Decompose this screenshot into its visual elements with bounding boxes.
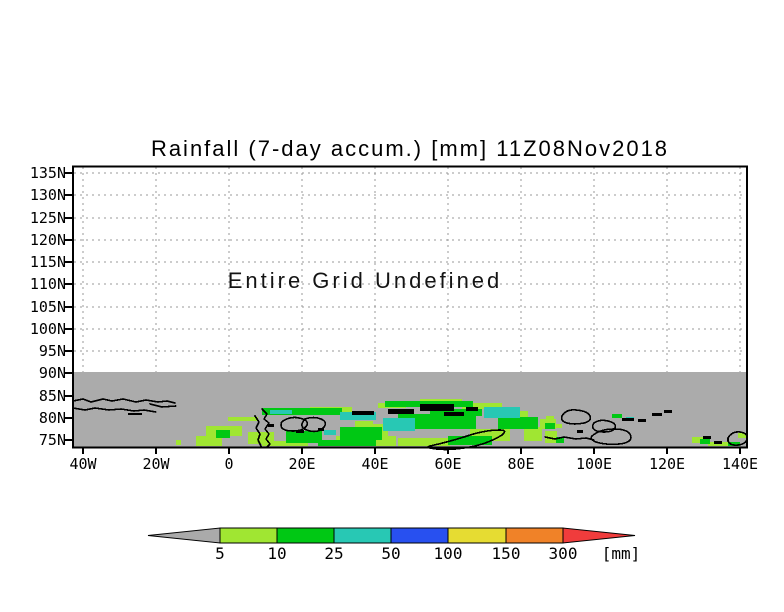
lat-label: 75N [39, 431, 66, 449]
lon-label: 120E [649, 455, 685, 473]
lat-label: 95N [39, 342, 66, 360]
lon-label: 40W [69, 455, 97, 473]
colorbar-tick: 50 [381, 544, 400, 563]
lon-label: 100E [576, 455, 612, 473]
colorbar-tick: 150 [492, 544, 521, 563]
colorbar-seg-25-50 [333, 527, 392, 544]
lat-label: 80N [39, 409, 66, 427]
longitude-axis-labels: 40W 20W 0 20E 40E 60E 80E 100E 120E 140E [69, 455, 758, 473]
colorbar-tick: 100 [434, 544, 463, 563]
lon-label: 40E [361, 455, 388, 473]
colorbar-left-arrow [147, 527, 221, 544]
colorbar-seg-5-10 [219, 527, 278, 544]
rain-patches-25-50mm [270, 407, 634, 435]
colorbar-tick: 10 [267, 544, 286, 563]
lon-label: 20W [142, 455, 170, 473]
page-title: Rainfall (7-day accum.) [mm] 11Z08Nov201… [151, 136, 669, 161]
colorbar-units-label: [mm] [602, 544, 641, 563]
colorbar-tick: 25 [324, 544, 343, 563]
colorbar-tick: 5 [215, 544, 225, 563]
lat-label: 105N [30, 298, 66, 316]
lat-label: 120N [30, 231, 66, 249]
grid-undefined-note: Entire Grid Undefined [228, 268, 503, 293]
latitude-axis-labels: 135N 130N 125N 120N 115N 110N 105N 100N … [30, 164, 66, 449]
coastline-fragments [128, 404, 722, 444]
lat-label: 110N [30, 275, 66, 293]
lat-label: 115N [30, 253, 66, 271]
lon-label: 60E [434, 455, 461, 473]
plot-frame [72, 165, 748, 449]
lon-label: 80E [507, 455, 534, 473]
lat-label: 130N [30, 186, 66, 204]
lat-label: 85N [39, 387, 66, 405]
colorbar-seg-10-25 [276, 527, 335, 544]
axis-ticks [64, 172, 741, 454]
colorbar: 5 10 25 50 100 150 300 [mm] [147, 527, 641, 563]
coastlines [72, 398, 748, 451]
lat-label: 125N [30, 209, 66, 227]
colorbar-seg-100-150 [447, 527, 507, 544]
colorbar-seg-150-300 [505, 527, 564, 544]
map-band [72, 372, 748, 451]
lon-label: 20E [288, 455, 315, 473]
colorbar-tick: 300 [549, 544, 578, 563]
colorbar-right-arrow [562, 527, 636, 544]
colorbar-seg-50-100 [390, 527, 449, 544]
lat-label: 135N [30, 164, 66, 182]
lon-label: 140E [722, 455, 758, 473]
lat-label: 90N [39, 364, 66, 382]
lat-label: 100N [30, 320, 66, 338]
lon-label: 0 [224, 455, 233, 473]
